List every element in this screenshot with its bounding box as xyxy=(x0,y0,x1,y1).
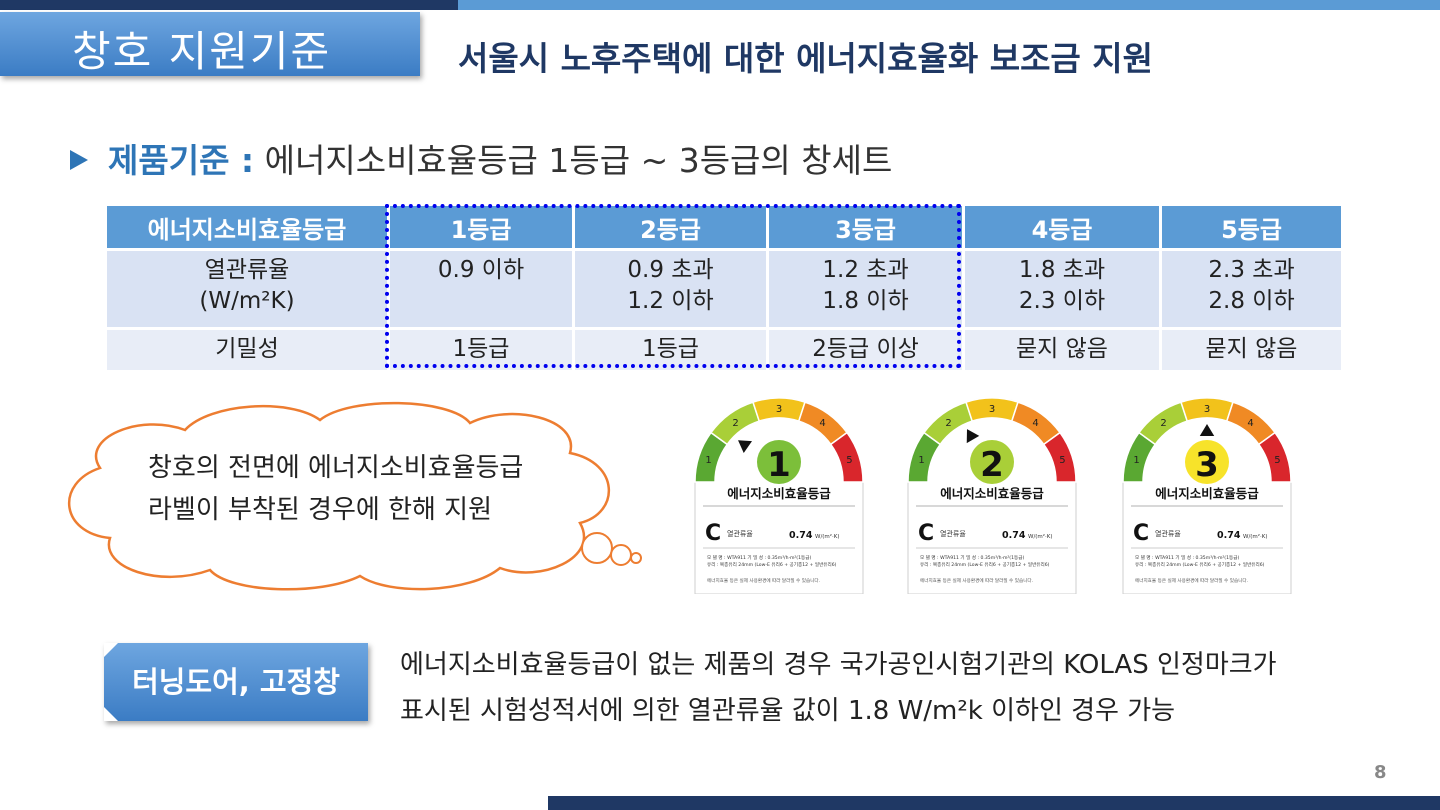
header-cell-grade5: 5등급 xyxy=(1159,203,1344,251)
gauge-tick-label: 2 xyxy=(945,418,951,429)
grade-number: 3 xyxy=(1195,445,1219,485)
glass-line: 유리 : 복층유리 24mm (Low-E 유리6 + 공기층12 + 일반유리… xyxy=(707,561,837,568)
label-title: 에너지소비효율등급 xyxy=(1155,486,1259,501)
row-label-airtightness: 기밀성 xyxy=(104,327,390,373)
pointer-arrow-icon xyxy=(966,429,980,444)
gauge-tick-label: 4 xyxy=(1032,418,1038,429)
value-label: 열관류율 xyxy=(727,529,753,538)
footnote-line: 에너지효율 등은 실제 사용환경에 따라 달라질 수 있습니다. xyxy=(707,577,820,584)
grade-circle xyxy=(757,440,801,484)
glass-line: 유리 : 복층유리 24mm (Low-E 유리6 + 공기층12 + 일반유리… xyxy=(920,561,1050,568)
slide-subtitle: 서울시 노후주택에 대한 에너지효율화 보조금 지원 xyxy=(458,39,1154,78)
pointer-arrow-icon xyxy=(738,440,753,453)
header-cell-grade3: 3등급 xyxy=(766,203,965,251)
u-value-grade4: 1.8 초과 2.3 이하 xyxy=(962,248,1162,330)
footnote-line: 에너지효율 등은 실제 사용환경에 따라 달라질 수 있습니다. xyxy=(1135,577,1248,584)
value-number: 0.74 xyxy=(1217,530,1241,541)
value-number: 0.74 xyxy=(789,530,813,541)
kc-mark-icon: C xyxy=(918,521,934,546)
grade-circle xyxy=(970,440,1014,484)
gauge-tick-label: 3 xyxy=(1204,404,1210,415)
grade1-3-highlight-box xyxy=(385,204,961,368)
criterion-text: 에너지소비효율등급 1등급 ~ 3등급의 창세트 xyxy=(254,141,893,180)
gauge-tick-label: 4 xyxy=(1247,418,1253,429)
gauge-tick-label: 4 xyxy=(819,418,825,429)
efficiency-grade-table: 에너지소비효율등급 1등급 2등급 3등급 4등급 5등급 열관류율 (W/m²K… xyxy=(104,203,1344,373)
u-value-grade1: 0.9 이하 xyxy=(387,248,575,330)
header-cell-grade4: 4등급 xyxy=(962,203,1162,251)
airtight-grade5: 묻지 않음 xyxy=(1159,327,1344,373)
gauge-tick-label: 5 xyxy=(846,455,852,466)
value-unit: W/(m²·K) xyxy=(815,533,840,540)
grade-number: 1 xyxy=(767,445,791,485)
gauge-tick-label: 3 xyxy=(989,404,995,415)
value-label: 열관류율 xyxy=(940,529,966,538)
top-accent-bar-light xyxy=(458,0,1440,10)
gauge-tick-label: 5 xyxy=(1059,455,1065,466)
airtight-grade4: 묻지 않음 xyxy=(962,327,1162,373)
table-header-row: 에너지소비효율등급 1등급 2등급 3등급 4등급 5등급 xyxy=(104,203,1344,251)
criterion-line: 제품기준 : 에너지소비효율등급 1등급 ~ 3등급의 창세트 xyxy=(70,134,892,182)
kc-mark-icon: C xyxy=(1133,521,1149,546)
model-line: 모 델 명 : WTA911 기 밀 성 : 0.35m³/h·m²(1등급) xyxy=(707,554,811,561)
grade-circle xyxy=(1185,440,1229,484)
pointer-arrow-icon xyxy=(1199,424,1215,436)
u-value-grade5: 2.3 초과 2.8 이하 xyxy=(1159,248,1344,330)
gauge-tick-label: 1 xyxy=(1133,455,1139,466)
glass-line: 유리 : 복층유리 24mm (Low-E 유리6 + 공기층12 + 일반유리… xyxy=(1135,561,1265,568)
model-line: 모 델 명 : WTA911 기 밀 성 : 0.35m³/h·m²(1등급) xyxy=(1135,554,1239,561)
criterion-label: 제품기준 : xyxy=(108,141,255,180)
kolas-note: 에너지소비효율등급이 없는 제품의 경우 국가공인시험기관의 KOLAS 인정마… xyxy=(400,650,1277,726)
top-accent-bar-dark xyxy=(0,0,458,10)
page-number: 8 xyxy=(1374,762,1387,783)
slide-title-box: 창호 지원기준 xyxy=(0,12,420,76)
value-number: 0.74 xyxy=(1002,530,1026,541)
triangle-bullet-icon xyxy=(70,150,88,170)
cloud-text: 창호의 전면에 에너지소비효율등급 라벨이 부착된 경우에 한해 지원 xyxy=(148,453,524,525)
header-cell-category: 에너지소비효율등급 xyxy=(104,203,390,251)
bottom-accent-bar xyxy=(548,796,1440,810)
u-value-grade2: 0.9 초과 1.2 이하 xyxy=(572,248,769,330)
turning-door-fixed-window-tag: 터닝도어, 고정창 xyxy=(104,643,368,721)
label-title: 에너지소비효율등급 xyxy=(940,486,1044,501)
gauge-tick-label: 2 xyxy=(1160,418,1166,429)
kc-mark-icon: C xyxy=(705,521,721,546)
gauge-tick-label: 2 xyxy=(732,418,738,429)
gauge-tick-label: 3 xyxy=(776,404,782,415)
value-unit: W/(m²·K) xyxy=(1028,533,1053,540)
gauge-tick-label: 5 xyxy=(1274,455,1280,466)
grade-number: 2 xyxy=(980,445,1004,485)
u-value-grade3: 1.2 초과 1.8 이하 xyxy=(766,248,965,330)
row-label-u-value: 열관류율 (W/m²K) xyxy=(104,248,390,330)
value-label: 열관류율 xyxy=(1155,529,1181,538)
value-unit: W/(m²·K) xyxy=(1243,533,1268,540)
table-row-u-value: 열관류율 (W/m²K) 0.9 이하 0.9 초과 1.2 이하 1.2 초과 1.… xyxy=(104,248,1344,330)
gauge-tick-label: 1 xyxy=(918,455,924,466)
gauge-tick-label: 1 xyxy=(705,455,711,466)
thought-cloud-shape xyxy=(67,401,642,591)
header-cell-grade2: 2등급 xyxy=(572,203,769,251)
model-line: 모 델 명 : WTA911 기 밀 성 : 0.35m³/h·m²(1등급) xyxy=(920,554,1024,561)
slide-title: 창호 지원기준 xyxy=(72,27,332,76)
label-title: 에너지소비효율등급 xyxy=(727,486,831,501)
footnote-line: 에너지효율 등은 실제 사용환경에 따라 달라질 수 있습니다. xyxy=(920,577,1033,584)
